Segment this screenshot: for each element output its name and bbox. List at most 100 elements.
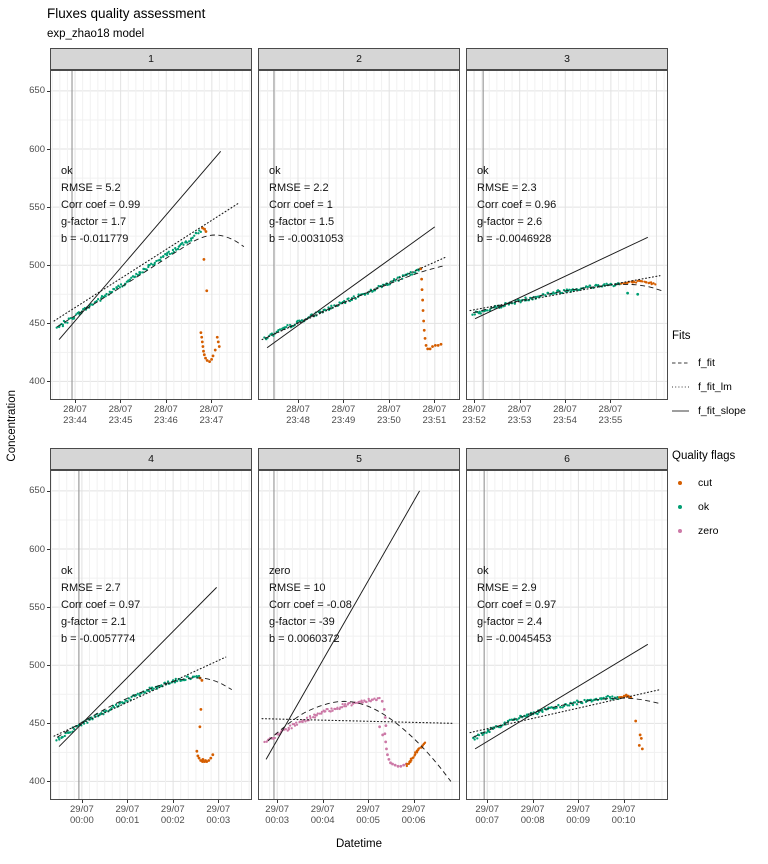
legend-fits-title: Fits bbox=[672, 330, 691, 342]
stat-line: RMSE = 2.3 bbox=[477, 182, 537, 194]
x-tick-mark bbox=[564, 400, 566, 403]
x-tick-time: 00:07 bbox=[475, 815, 500, 826]
x-tick-label: 29/07 00:02 bbox=[149, 804, 197, 826]
stat-flag: ok bbox=[61, 565, 73, 577]
x-tick-label: 28/07 23:46 bbox=[142, 404, 190, 426]
facet-plot-3 bbox=[466, 70, 668, 400]
y-tick-label: 600 bbox=[29, 143, 45, 155]
x-tick-mark bbox=[81, 800, 83, 803]
x-tick-label: 28/07 23:49 bbox=[319, 404, 367, 426]
stat-line: g-factor = 2.4 bbox=[477, 616, 543, 628]
stat-line: Corr coef = 0.97 bbox=[477, 599, 557, 611]
panel-stats-4: ok RMSE = 2.7 Corr coef = 0.97 g-factor = 2… bbox=[61, 563, 140, 648]
x-tick-date: 28/07 bbox=[199, 404, 224, 415]
x-tick-label: 29/07 00:04 bbox=[299, 804, 347, 826]
x-axis-title: Datetime bbox=[335, 838, 383, 850]
x-tick-date: 28/07 bbox=[462, 404, 486, 415]
x-tick-mark bbox=[343, 400, 345, 403]
x-tick-time: 00:00 bbox=[70, 815, 94, 826]
stat-line: g-factor = 1.5 bbox=[269, 216, 335, 228]
x-tick-date: 29/07 bbox=[566, 804, 590, 815]
x-tick-label: 29/07 00:10 bbox=[600, 804, 648, 826]
stat-line: b = -0.0045453 bbox=[477, 633, 552, 645]
legend-label: f_fit_lm bbox=[698, 381, 732, 393]
facet-plot-5 bbox=[258, 470, 460, 800]
stat-flag: ok bbox=[269, 165, 281, 177]
x-tick-mark bbox=[388, 400, 390, 403]
stat-line: g-factor = 2.6 bbox=[477, 216, 543, 228]
solid-line-icon bbox=[672, 410, 689, 412]
stat-line: RMSE = 10 bbox=[269, 582, 326, 594]
x-tick-label: 28/07 23:45 bbox=[96, 404, 144, 426]
facet-plot-6 bbox=[466, 470, 668, 800]
x-tick-mark bbox=[434, 400, 436, 403]
facet-strip-2: 2 bbox=[258, 48, 460, 70]
facet-strip-1: 1 bbox=[50, 48, 252, 70]
stat-line: RMSE = 2.7 bbox=[61, 582, 121, 594]
x-tick-time: 23:46 bbox=[154, 415, 178, 426]
y-tick-mark bbox=[46, 381, 50, 383]
x-tick-label: 28/07 23:54 bbox=[541, 404, 589, 426]
facet-plot-1 bbox=[50, 70, 252, 400]
x-tick-date: 29/07 bbox=[356, 804, 380, 815]
x-tick-date: 28/07 bbox=[377, 404, 401, 415]
stat-line: Corr coef = 0.99 bbox=[61, 199, 141, 211]
x-tick-mark bbox=[532, 800, 534, 803]
x-tick-date: 29/07 bbox=[401, 804, 426, 815]
x-tick-mark bbox=[120, 400, 122, 403]
y-axis-title: Concentration bbox=[6, 390, 18, 462]
x-tick-date: 29/07 bbox=[265, 804, 290, 815]
x-tick-label: 29/07 00:03 bbox=[253, 804, 301, 826]
y-tick-label: 550 bbox=[29, 201, 45, 213]
y-tick-label: 400 bbox=[29, 775, 45, 787]
x-tick-label: 29/07 00:08 bbox=[509, 804, 557, 826]
stat-flag: ok bbox=[61, 165, 73, 177]
x-tick-time: 23:53 bbox=[507, 415, 532, 426]
x-tick-date: 29/07 bbox=[520, 804, 545, 815]
x-tick-date: 29/07 bbox=[310, 804, 335, 815]
x-tick-time: 00:09 bbox=[566, 815, 590, 826]
dashed-line-icon bbox=[672, 362, 689, 364]
y-tick-mark bbox=[46, 207, 50, 209]
facet-strip-5: 5 bbox=[258, 448, 460, 470]
y-tick-mark bbox=[46, 723, 50, 725]
y-tick-mark bbox=[46, 781, 50, 783]
x-tick-label: 29/07 00:09 bbox=[554, 804, 602, 826]
x-tick-date: 28/07 bbox=[286, 404, 310, 415]
x-tick-time: 23:45 bbox=[108, 415, 133, 426]
y-tick-mark bbox=[46, 549, 50, 551]
stat-flag: ok bbox=[477, 165, 489, 177]
x-tick-mark bbox=[127, 800, 129, 803]
stat-line: RMSE = 2.2 bbox=[269, 182, 329, 194]
x-tick-label: 29/07 00:06 bbox=[390, 804, 438, 826]
x-tick-mark bbox=[610, 400, 612, 403]
stat-line: RMSE = 2.9 bbox=[477, 582, 537, 594]
x-tick-label: 29/07 00:00 bbox=[58, 804, 106, 826]
x-tick-label: 28/07 23:53 bbox=[496, 404, 544, 426]
legend-label: f_fit bbox=[698, 357, 715, 369]
facet-plot-2 bbox=[258, 70, 460, 400]
dotted-line-icon bbox=[672, 386, 689, 388]
legend-entry-ok: ok bbox=[672, 495, 764, 519]
x-tick-time: 23:50 bbox=[377, 415, 401, 426]
stat-line: g-factor = 2.1 bbox=[61, 616, 127, 628]
y-tick-label: 500 bbox=[29, 659, 45, 671]
stat-line: b = 0.0060372 bbox=[269, 633, 340, 645]
y-tick-label: 500 bbox=[29, 259, 45, 271]
y-tick-label: 450 bbox=[29, 317, 45, 329]
x-tick-mark bbox=[322, 800, 324, 803]
y-tick-label: 550 bbox=[29, 601, 45, 613]
x-tick-mark bbox=[218, 800, 220, 803]
panel-stats-5: zero RMSE = 10 Corr coef = -0.08 g-factor =… bbox=[269, 563, 352, 648]
y-tick-mark bbox=[46, 490, 50, 492]
y-tick-mark bbox=[46, 607, 50, 609]
x-tick-time: 23:55 bbox=[598, 415, 623, 426]
x-tick-time: 23:54 bbox=[553, 415, 577, 426]
x-tick-date: 29/07 bbox=[160, 804, 185, 815]
y-tick-label: 450 bbox=[29, 717, 45, 729]
y-tick-mark bbox=[46, 323, 50, 325]
x-tick-mark bbox=[75, 400, 77, 403]
x-tick-time: 23:52 bbox=[462, 415, 486, 426]
x-tick-mark bbox=[165, 400, 167, 403]
